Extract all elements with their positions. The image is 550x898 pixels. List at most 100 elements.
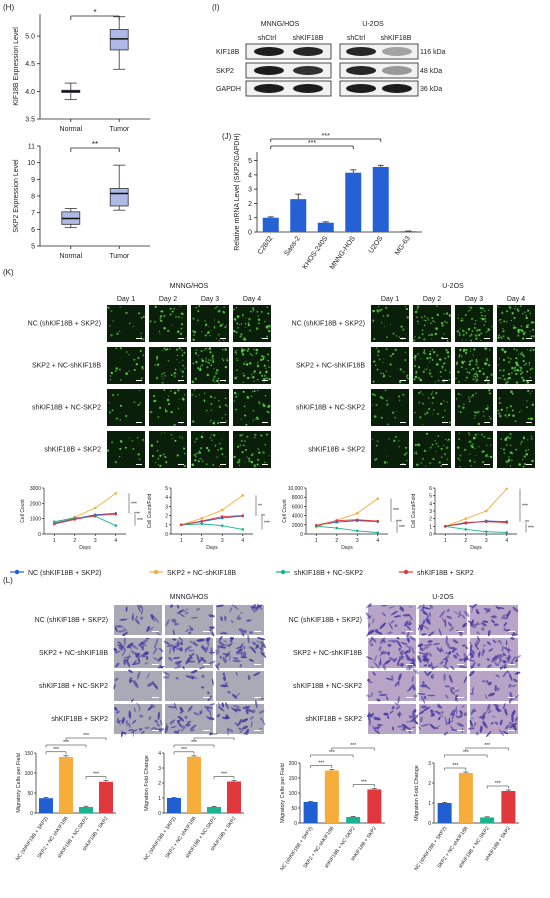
y-tick-label: 1: [158, 796, 161, 802]
stained-cell: [178, 637, 183, 642]
stained-cell: [137, 604, 141, 613]
cell-dot: [237, 394, 239, 396]
cell-dot: [417, 320, 419, 323]
cell-dot: [213, 434, 216, 437]
cell-dot: [224, 456, 226, 458]
stained-cell: [144, 662, 149, 665]
cell-dot: [525, 331, 527, 333]
cell-dot: [459, 466, 461, 468]
scale-bar: [178, 338, 184, 339]
y-tick-label: 1000: [30, 517, 41, 523]
stained-cell: [384, 659, 391, 665]
cell-dot: [209, 436, 212, 439]
cell-dot: [181, 349, 183, 351]
cell-dot: [459, 411, 462, 414]
cell-dot: [116, 332, 119, 336]
y-tick-label: 11: [28, 144, 35, 151]
cell-dot: [460, 366, 463, 369]
stained-cell: [175, 647, 182, 651]
bar: [59, 757, 73, 813]
cell-dot: [429, 369, 431, 371]
cell-dot: [200, 458, 203, 461]
bar: [262, 217, 279, 232]
stained-cell: [491, 715, 496, 718]
stained-cell: [122, 732, 127, 735]
y-tick-label: 1: [429, 524, 432, 530]
stained-cell: [246, 619, 252, 622]
fluorescence-tile: [149, 389, 187, 426]
scale-bar: [442, 338, 448, 339]
cell-dot: [154, 461, 157, 464]
cell-dot: [500, 318, 502, 321]
stained-cell: [171, 618, 175, 623]
stained-cell: [497, 653, 503, 663]
condition-label: NC (shKIF18B + SKP2): [35, 617, 108, 624]
stained-cell: [505, 629, 511, 632]
stained-cell: [510, 662, 514, 664]
stained-cell: [148, 626, 154, 631]
cell-dot: [234, 351, 237, 354]
stained-cell: [136, 615, 138, 619]
fluorescence-tile: [149, 347, 187, 384]
cell-dot: [266, 306, 269, 309]
legend: NC (shKIF18B + SKP2) SKP2 + NC-shKIF18B sh…: [10, 569, 474, 577]
sig-label: ***: [221, 772, 227, 778]
stained-cell: [454, 694, 459, 701]
cell-dot: [240, 418, 243, 420]
cell-dot: [160, 454, 162, 457]
cell-dot: [192, 420, 195, 423]
stained-cell: [411, 676, 414, 683]
cell-dot: [266, 326, 269, 329]
stained-cell: [173, 666, 182, 669]
stained-cell: [389, 710, 394, 714]
cell-dot: [195, 395, 197, 397]
stained-cell: [215, 649, 219, 656]
data-point: [376, 497, 380, 500]
stained-cell: [144, 651, 149, 656]
y-axis-label: Migratory Cells per Field: [280, 763, 286, 823]
cell-dot: [476, 373, 479, 376]
cell-dot: [141, 367, 144, 370]
stained-cell: [154, 719, 158, 723]
stained-cell: [236, 614, 240, 621]
cell-dot: [248, 460, 251, 462]
cell-dot: [261, 374, 264, 377]
bar: [303, 802, 318, 823]
stained-cell: [369, 637, 373, 644]
legend-label: shKIF18B + NC-SKP2: [294, 570, 363, 577]
stained-cell: [402, 614, 411, 617]
cell-dot: [108, 402, 111, 404]
cell-dot: [153, 320, 157, 323]
stained-cell: [163, 676, 170, 679]
stained-cell: [125, 720, 129, 724]
cell-dot: [260, 358, 263, 362]
cell-dot: [423, 449, 427, 453]
stained-cell: [114, 706, 118, 711]
stained-cell: [184, 715, 188, 719]
cell-dot: [515, 349, 518, 352]
cell-dot: [246, 376, 250, 380]
cell-dot: [469, 335, 472, 337]
stained-cell: [206, 638, 210, 647]
cell-dot: [422, 402, 425, 405]
blot-band: [253, 47, 284, 56]
stained-cell: [199, 711, 203, 714]
stained-cell: [424, 685, 431, 690]
stained-cell: [408, 605, 413, 608]
cell-dot: [470, 464, 472, 467]
series-line: [181, 515, 243, 526]
scale-bar: [526, 422, 532, 423]
cell-dot: [391, 352, 395, 356]
cell-dot: [434, 381, 437, 383]
stained-cell: [427, 694, 436, 697]
y-tick-label: 2: [165, 514, 168, 520]
bar: [39, 798, 53, 813]
stained-cell: [404, 620, 409, 627]
condition-label: NC (shKIF18B + SKP2): [28, 321, 101, 328]
series-line: [54, 513, 116, 525]
sig-label: ***: [528, 525, 534, 531]
cell-dot: [267, 411, 270, 414]
cell-dot: [444, 369, 447, 372]
cell-dot: [243, 338, 247, 341]
